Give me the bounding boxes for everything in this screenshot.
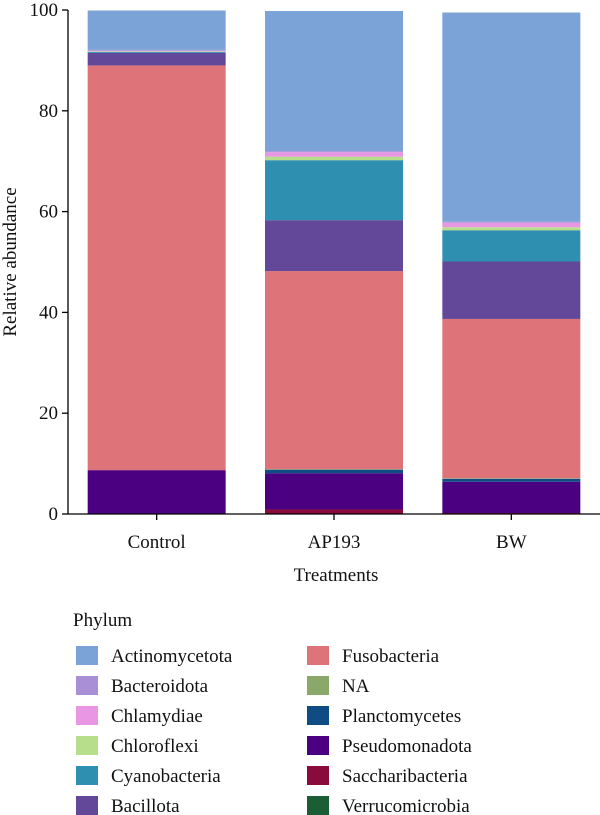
- bar-segment-control-fusobacteria: [87, 65, 226, 471]
- legend-swatch-actinomycetota: [76, 646, 98, 665]
- bar-segment-bw-planctomycetes: [442, 478, 581, 482]
- legend-label-actinomycetota: Actinomycetota: [111, 646, 233, 667]
- legend-label-pseudomonadota: Pseudomonadota: [342, 736, 472, 757]
- legend-swatch-verrucomicrobia: [307, 796, 329, 815]
- y-tick-label-60: 60: [39, 202, 58, 223]
- bar-segment-ap193-fusobacteria: [265, 271, 403, 470]
- bar-segment-ap193-bacteroidota: [265, 151, 403, 153]
- y-tick-label-100: 100: [30, 0, 59, 21]
- bar-segment-control-pseudomonadota: [87, 470, 226, 514]
- legend-label-chloroflexi: Chloroflexi: [111, 736, 199, 757]
- bar-segment-ap193-bacillota: [265, 220, 403, 272]
- bar-segment-bw-fusobacteria: [442, 318, 581, 479]
- bar-segment-bw-actinomycetota: [442, 12, 581, 222]
- bar-segment-ap193-planctomycetes: [265, 469, 403, 474]
- legend-label-planctomycetes: Planctomycetes: [342, 706, 461, 727]
- legend-title: Phylum: [73, 610, 132, 631]
- bar-segment-ap193-na: [265, 469, 403, 470]
- bar-stacks: [87, 10, 581, 514]
- x-tick-label-bw: BW: [496, 532, 527, 553]
- legend-swatch-pseudomonadota: [307, 736, 329, 755]
- bar-segment-control-cyanobacteria: [87, 51, 226, 53]
- legend-label-cyanobacteria: Cyanobacteria: [111, 766, 221, 787]
- bar-segment-ap193-pseudomonadota: [265, 473, 403, 510]
- bar-stack-control: [87, 10, 226, 514]
- legend-label-verrucomicrobia: Verrucomicrobia: [342, 796, 470, 815]
- y-axis-title: Relative abundance: [0, 187, 21, 336]
- x-tick-label-control: Control: [128, 532, 186, 553]
- legend-swatch-cyanobacteria: [76, 766, 98, 785]
- legend-label-na: NA: [342, 676, 370, 697]
- legend-swatch-bacillota: [76, 796, 98, 815]
- bar-segment-control-actinomycetota: [87, 10, 226, 50]
- bar-segment-control-bacteroidota: [87, 49, 226, 51]
- bar-segment-bw-cyanobacteria: [442, 230, 581, 262]
- legend-swatch-fusobacteria: [307, 646, 329, 665]
- bar-segment-ap193-saccharibacteria: [265, 509, 403, 514]
- legend-label-bacillota: Bacillota: [111, 796, 180, 815]
- bar-segment-ap193-cyanobacteria: [265, 160, 403, 221]
- bar-segment-bw-chlamydiae: [442, 222, 581, 228]
- legend: Phylum Actinomycetota Bacteroidota Chlamyd…: [73, 610, 472, 815]
- bar-segment-ap193-chloroflexi: [265, 156, 403, 161]
- y-tick-label-80: 80: [39, 101, 58, 122]
- bar-segment-bw-chloroflexi: [442, 227, 581, 231]
- bar-segment-ap193-actinomycetota: [265, 11, 403, 152]
- bar-stack-ap193: [265, 11, 403, 514]
- bar-segment-bw-pseudomonadota: [442, 481, 581, 513]
- bar-segment-bw-bacteroidota: [442, 221, 581, 223]
- legend-label-fusobacteria: Fusobacteria: [342, 646, 440, 667]
- y-tick-label-20: 20: [39, 403, 58, 424]
- legend-swatch-na: [307, 676, 329, 695]
- y-tick-label-0: 0: [49, 504, 59, 525]
- bar-segment-control-bacillota: [87, 52, 226, 66]
- x-tick-label-ap193: AP193: [308, 532, 361, 553]
- legend-swatch-saccharibacteria: [307, 766, 329, 785]
- bar-segment-ap193-chlamydiae: [265, 152, 403, 157]
- legend-label-saccharibacteria: Saccharibacteria: [342, 766, 468, 787]
- bar-segment-bw-na: [442, 478, 581, 479]
- legend-swatch-chloroflexi: [76, 736, 98, 755]
- legend-swatch-chlamydiae: [76, 706, 98, 725]
- x-axis-title: Treatments: [294, 565, 379, 586]
- y-tick-label-40: 40: [39, 302, 58, 323]
- axes: 0 20 40 60 80 100 Control AP193 BW: [30, 0, 600, 553]
- bar-segment-control-chlamydiae: [87, 50, 226, 52]
- legend-swatch-bacteroidota: [76, 676, 98, 695]
- legend-label-chlamydiae: Chlamydiae: [111, 706, 203, 727]
- legend-swatch-planctomycetes: [307, 706, 329, 725]
- bar-segment-control-chloroflexi: [87, 51, 226, 52]
- bar-segment-bw-bacillota: [442, 261, 581, 319]
- bar-stack-bw: [442, 12, 581, 514]
- legend-label-bacteroidota: Bacteroidota: [111, 676, 209, 697]
